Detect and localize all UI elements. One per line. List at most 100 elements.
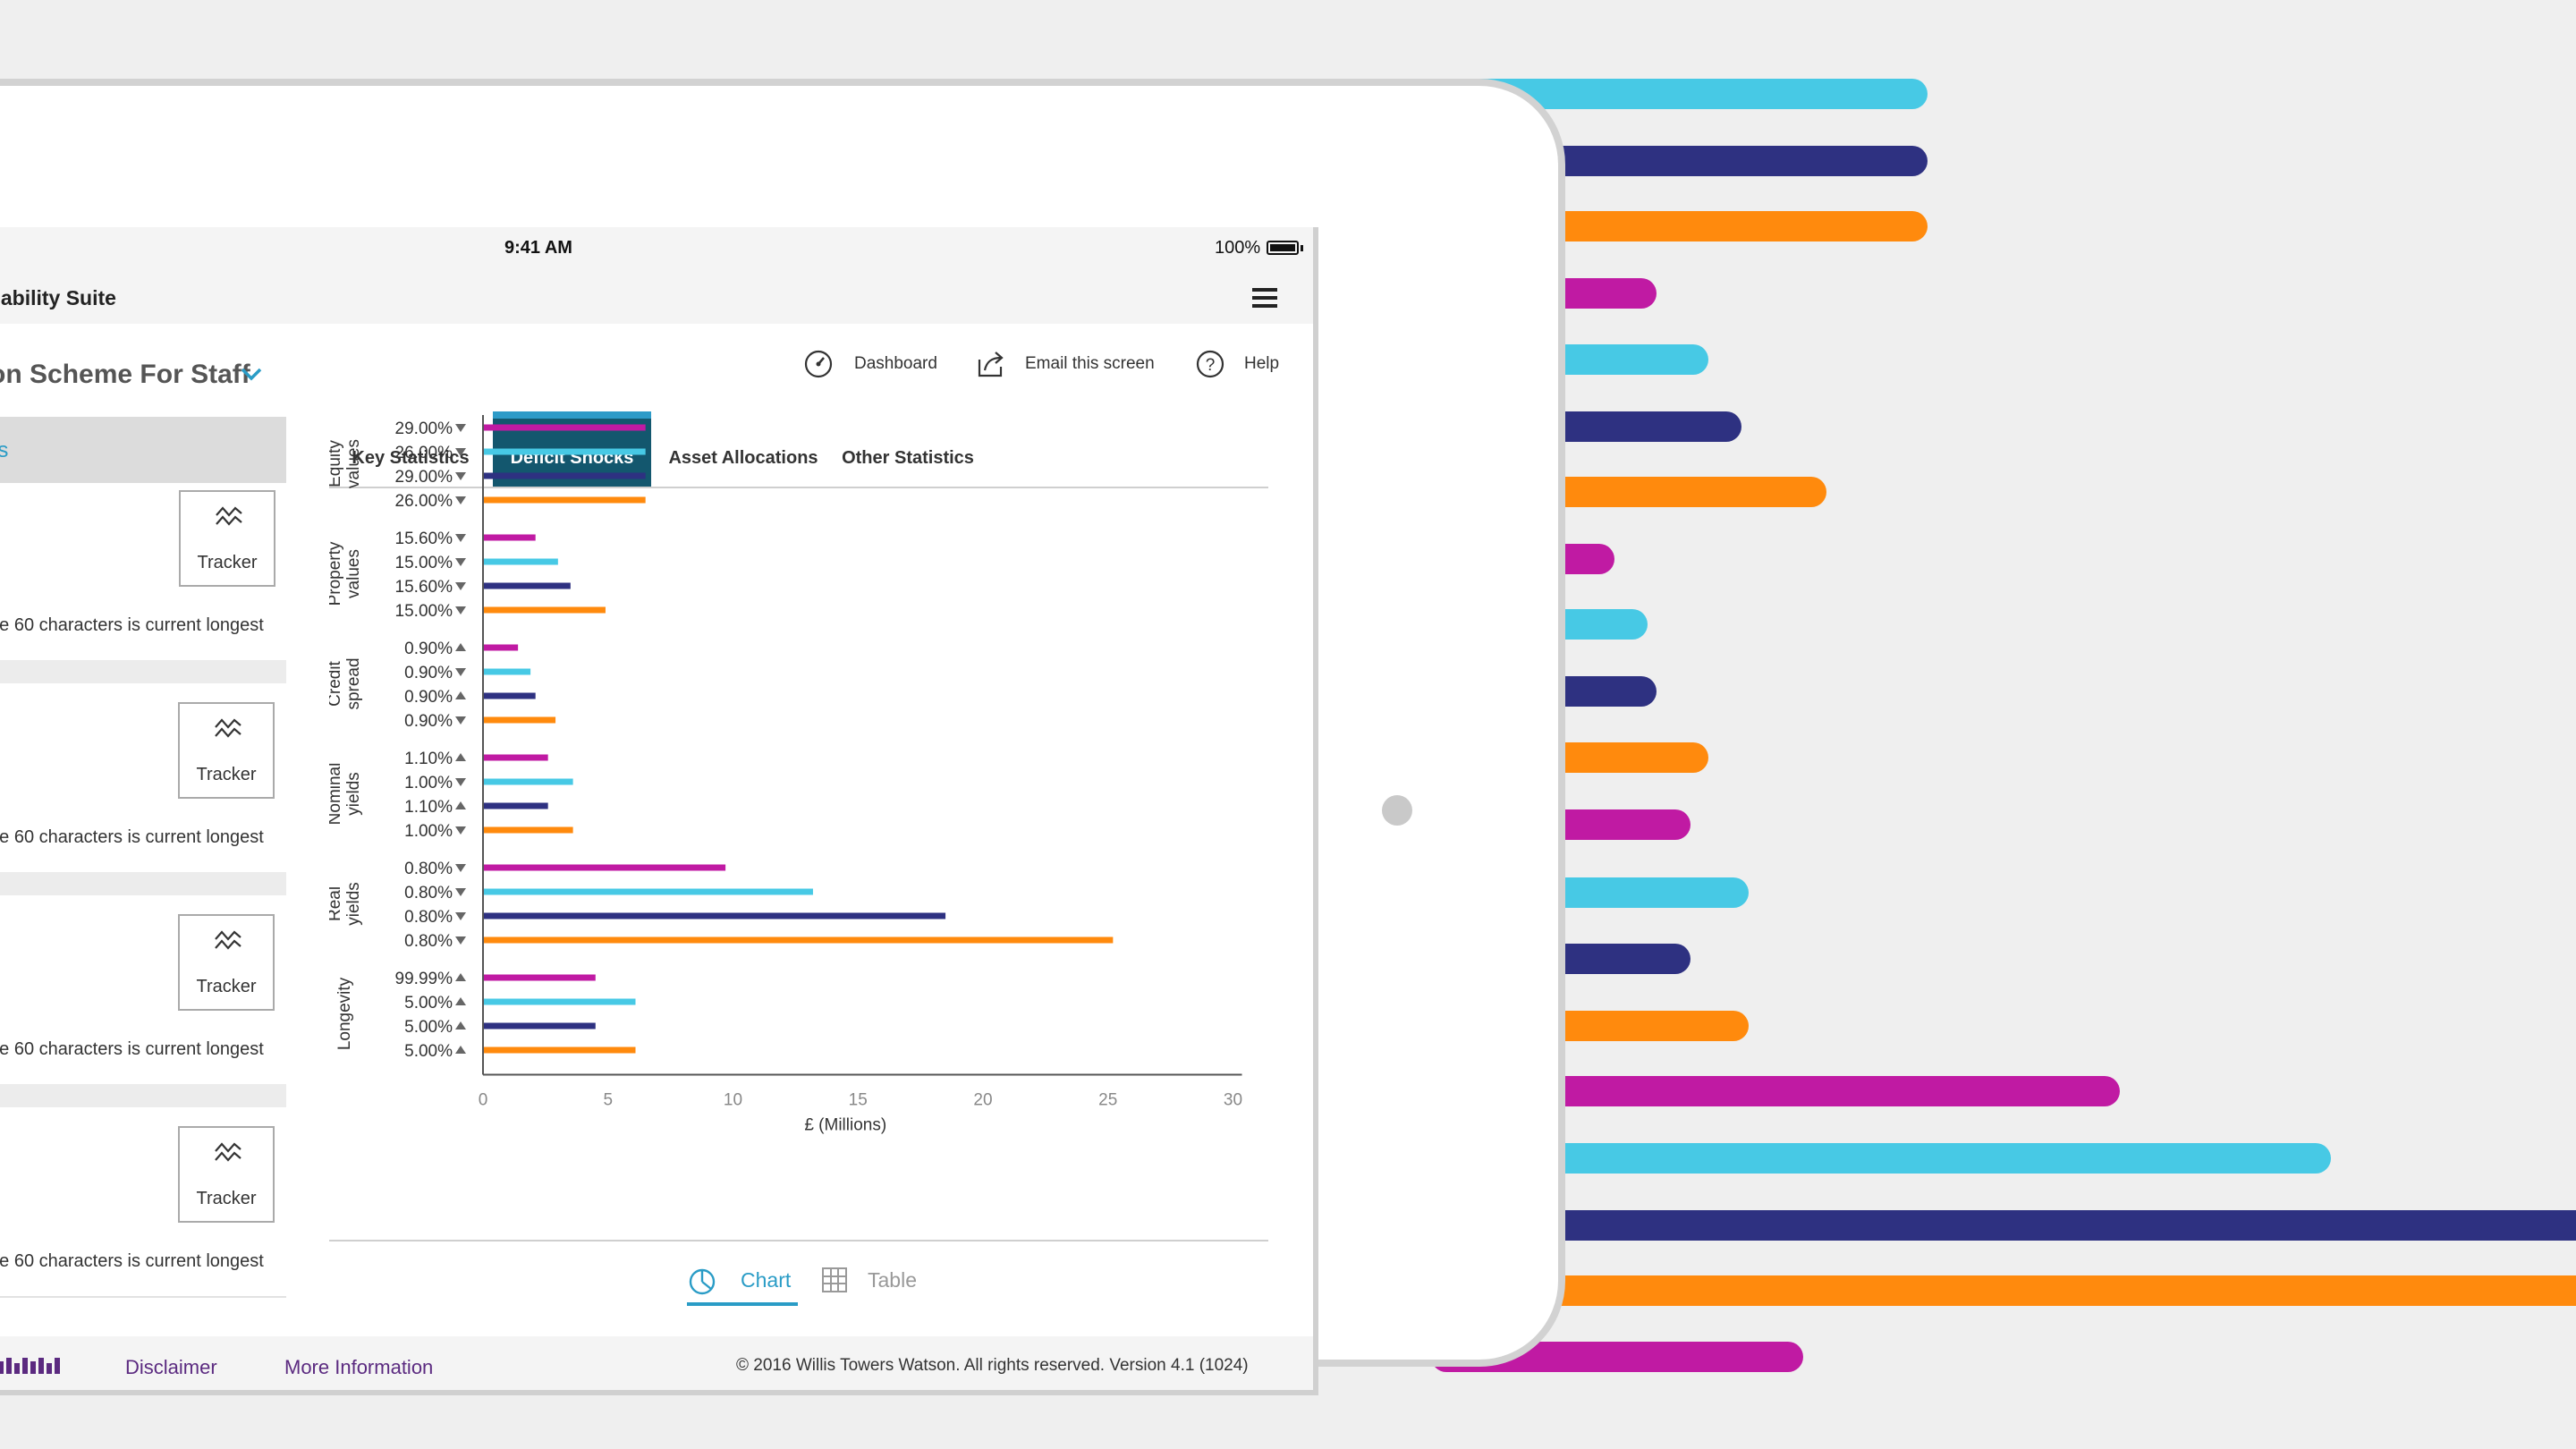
shock-label: 26.00% (395, 444, 453, 462)
chart-toggle[interactable]: Chart (741, 1268, 792, 1292)
arrow-up-icon (455, 801, 466, 809)
tablet-frame: 9:41 AM 100% sset Liability Suite ension… (0, 79, 1565, 1395)
tracker-button[interactable]: Tracker (178, 914, 275, 1011)
disclaimer-link[interactable]: Disclaimer (125, 1356, 217, 1378)
chart-bar[interactable] (483, 778, 573, 785)
decorative-bar (1431, 1275, 2576, 1306)
x-tick-label: 10 (724, 1091, 742, 1110)
shock-label: 5.00% (404, 1042, 453, 1061)
shock-label: 99.99% (395, 970, 453, 988)
chart-bar[interactable] (483, 716, 556, 724)
chart-bar[interactable] (483, 936, 1114, 944)
arrow-down-icon (455, 716, 466, 724)
arrow-down-icon (455, 864, 466, 872)
selections-label: lections (0, 438, 8, 463)
group-label-text: Creditspread (329, 657, 363, 709)
chart-bar[interactable] (483, 826, 573, 834)
chart-bar[interactable] (483, 802, 548, 809)
tab-other-statistics[interactable]: Other Statistics (842, 448, 974, 468)
table-grid-icon[interactable] (821, 1267, 848, 1293)
shock-label: 26.00% (395, 492, 453, 511)
arrow-up-icon (455, 1021, 466, 1030)
scheme-title[interactable]: ension Scheme For Staff (0, 360, 250, 389)
app-header: sset Liability Suite (0, 268, 1313, 324)
chart-bar[interactable] (483, 534, 536, 541)
sidebar-row-description: ion name 60 characters is current longes… (0, 1039, 264, 1059)
chart-bar[interactable] (483, 668, 531, 675)
tracker-button[interactable]: Tracker (178, 1126, 275, 1223)
tabs-divider (329, 487, 1268, 488)
shock-label: 15.00% (395, 602, 453, 621)
tracker-icon (215, 718, 242, 738)
chart-bar[interactable] (483, 974, 596, 981)
sidebar-row-description: ion name 60 characters is current longes… (0, 1251, 264, 1271)
chart-bar[interactable] (483, 1022, 596, 1030)
tab-asset-allocations[interactable]: Asset Allocations (668, 448, 818, 468)
chart-bar[interactable] (483, 754, 548, 761)
battery-tip (1301, 245, 1303, 251)
shock-label: 15.60% (395, 578, 453, 597)
dashboard-link[interactable]: Dashboard (854, 354, 937, 373)
arrow-up-icon (455, 643, 466, 651)
svg-text:?: ? (1206, 356, 1216, 375)
x-tick-label: 15 (849, 1091, 868, 1110)
deficit-shocks-chart: 29.00% 26.00% 29.00% 26.00% Equityvalues 15.6… (329, 415, 1242, 1135)
email-screen-link[interactable]: Email this screen (1025, 354, 1155, 373)
help-icon[interactable]: ? (1195, 349, 1225, 379)
arrow-down-icon (455, 534, 466, 542)
chart-divider (329, 1240, 1268, 1241)
arrow-up-icon (455, 691, 466, 699)
chart-bar[interactable] (483, 888, 813, 895)
table-toggle[interactable]: Table (868, 1268, 917, 1292)
tracker-button[interactable]: Tracker (179, 490, 275, 587)
sidebar-selections-header[interactable]: lections (0, 417, 286, 483)
group-label-text: Propertyvalues (329, 541, 363, 606)
x-tick-label: 20 (973, 1091, 992, 1110)
more-information-link[interactable]: More Information (284, 1356, 434, 1378)
x-tick-label: 0 (479, 1091, 488, 1110)
footer: atson Disclaimer More Information © 2016… (0, 1336, 1313, 1390)
sidebar-row-separator (0, 1296, 286, 1298)
status-bar: 9:41 AM 100% (0, 227, 1313, 268)
shock-label: 0.80% (404, 860, 453, 878)
chart-bar[interactable] (483, 998, 636, 1005)
chart-bar[interactable] (483, 864, 726, 871)
chart-bar[interactable] (483, 424, 646, 431)
tracker-label: Tracker (196, 977, 257, 996)
chart-bar[interactable] (483, 472, 646, 479)
chart-bar[interactable] (483, 448, 646, 455)
tab-key-statistics[interactable]: Key Statistics (352, 448, 470, 468)
decorative-bar (1431, 1076, 2120, 1106)
chart-bar[interactable] (483, 606, 606, 614)
chart-bar[interactable] (483, 582, 571, 589)
home-button[interactable] (1382, 795, 1412, 826)
sidebar-row-description: ion name 60 characters is current longes… (0, 827, 264, 847)
hamburger-icon[interactable] (1252, 288, 1277, 308)
tracker-button[interactable]: Tracker (178, 702, 275, 799)
help-link[interactable]: Help (1244, 354, 1280, 373)
shock-label: 0.90% (404, 664, 453, 682)
arrow-down-icon (455, 582, 466, 590)
chart-bar[interactable] (483, 644, 519, 651)
group-label-text: Equityvalues (329, 439, 363, 488)
chart-bar[interactable] (483, 1046, 636, 1054)
x-tick-label: 30 (1224, 1091, 1242, 1110)
decorative-bar (1431, 79, 1928, 109)
arrow-down-icon (455, 826, 466, 835)
chart-bar[interactable] (483, 912, 946, 919)
shock-label: 1.00% (404, 822, 453, 841)
chart-bar[interactable] (483, 558, 558, 565)
chevron-down-icon[interactable] (240, 365, 263, 383)
chart-bar[interactable] (483, 692, 536, 699)
dashboard-icon[interactable] (803, 349, 834, 379)
sidebar-row-separator (0, 660, 286, 683)
shock-label: 1.10% (404, 750, 453, 768)
brand-logo-icon (0, 1358, 60, 1374)
pie-chart-icon[interactable] (687, 1267, 717, 1297)
status-time: 9:41 AM (504, 238, 572, 258)
tracker-label: Tracker (196, 765, 257, 784)
share-icon[interactable] (976, 349, 1006, 379)
sidebar-row-separator (0, 872, 286, 895)
chart-bar[interactable] (483, 496, 646, 504)
shock-label: 1.00% (404, 774, 453, 792)
